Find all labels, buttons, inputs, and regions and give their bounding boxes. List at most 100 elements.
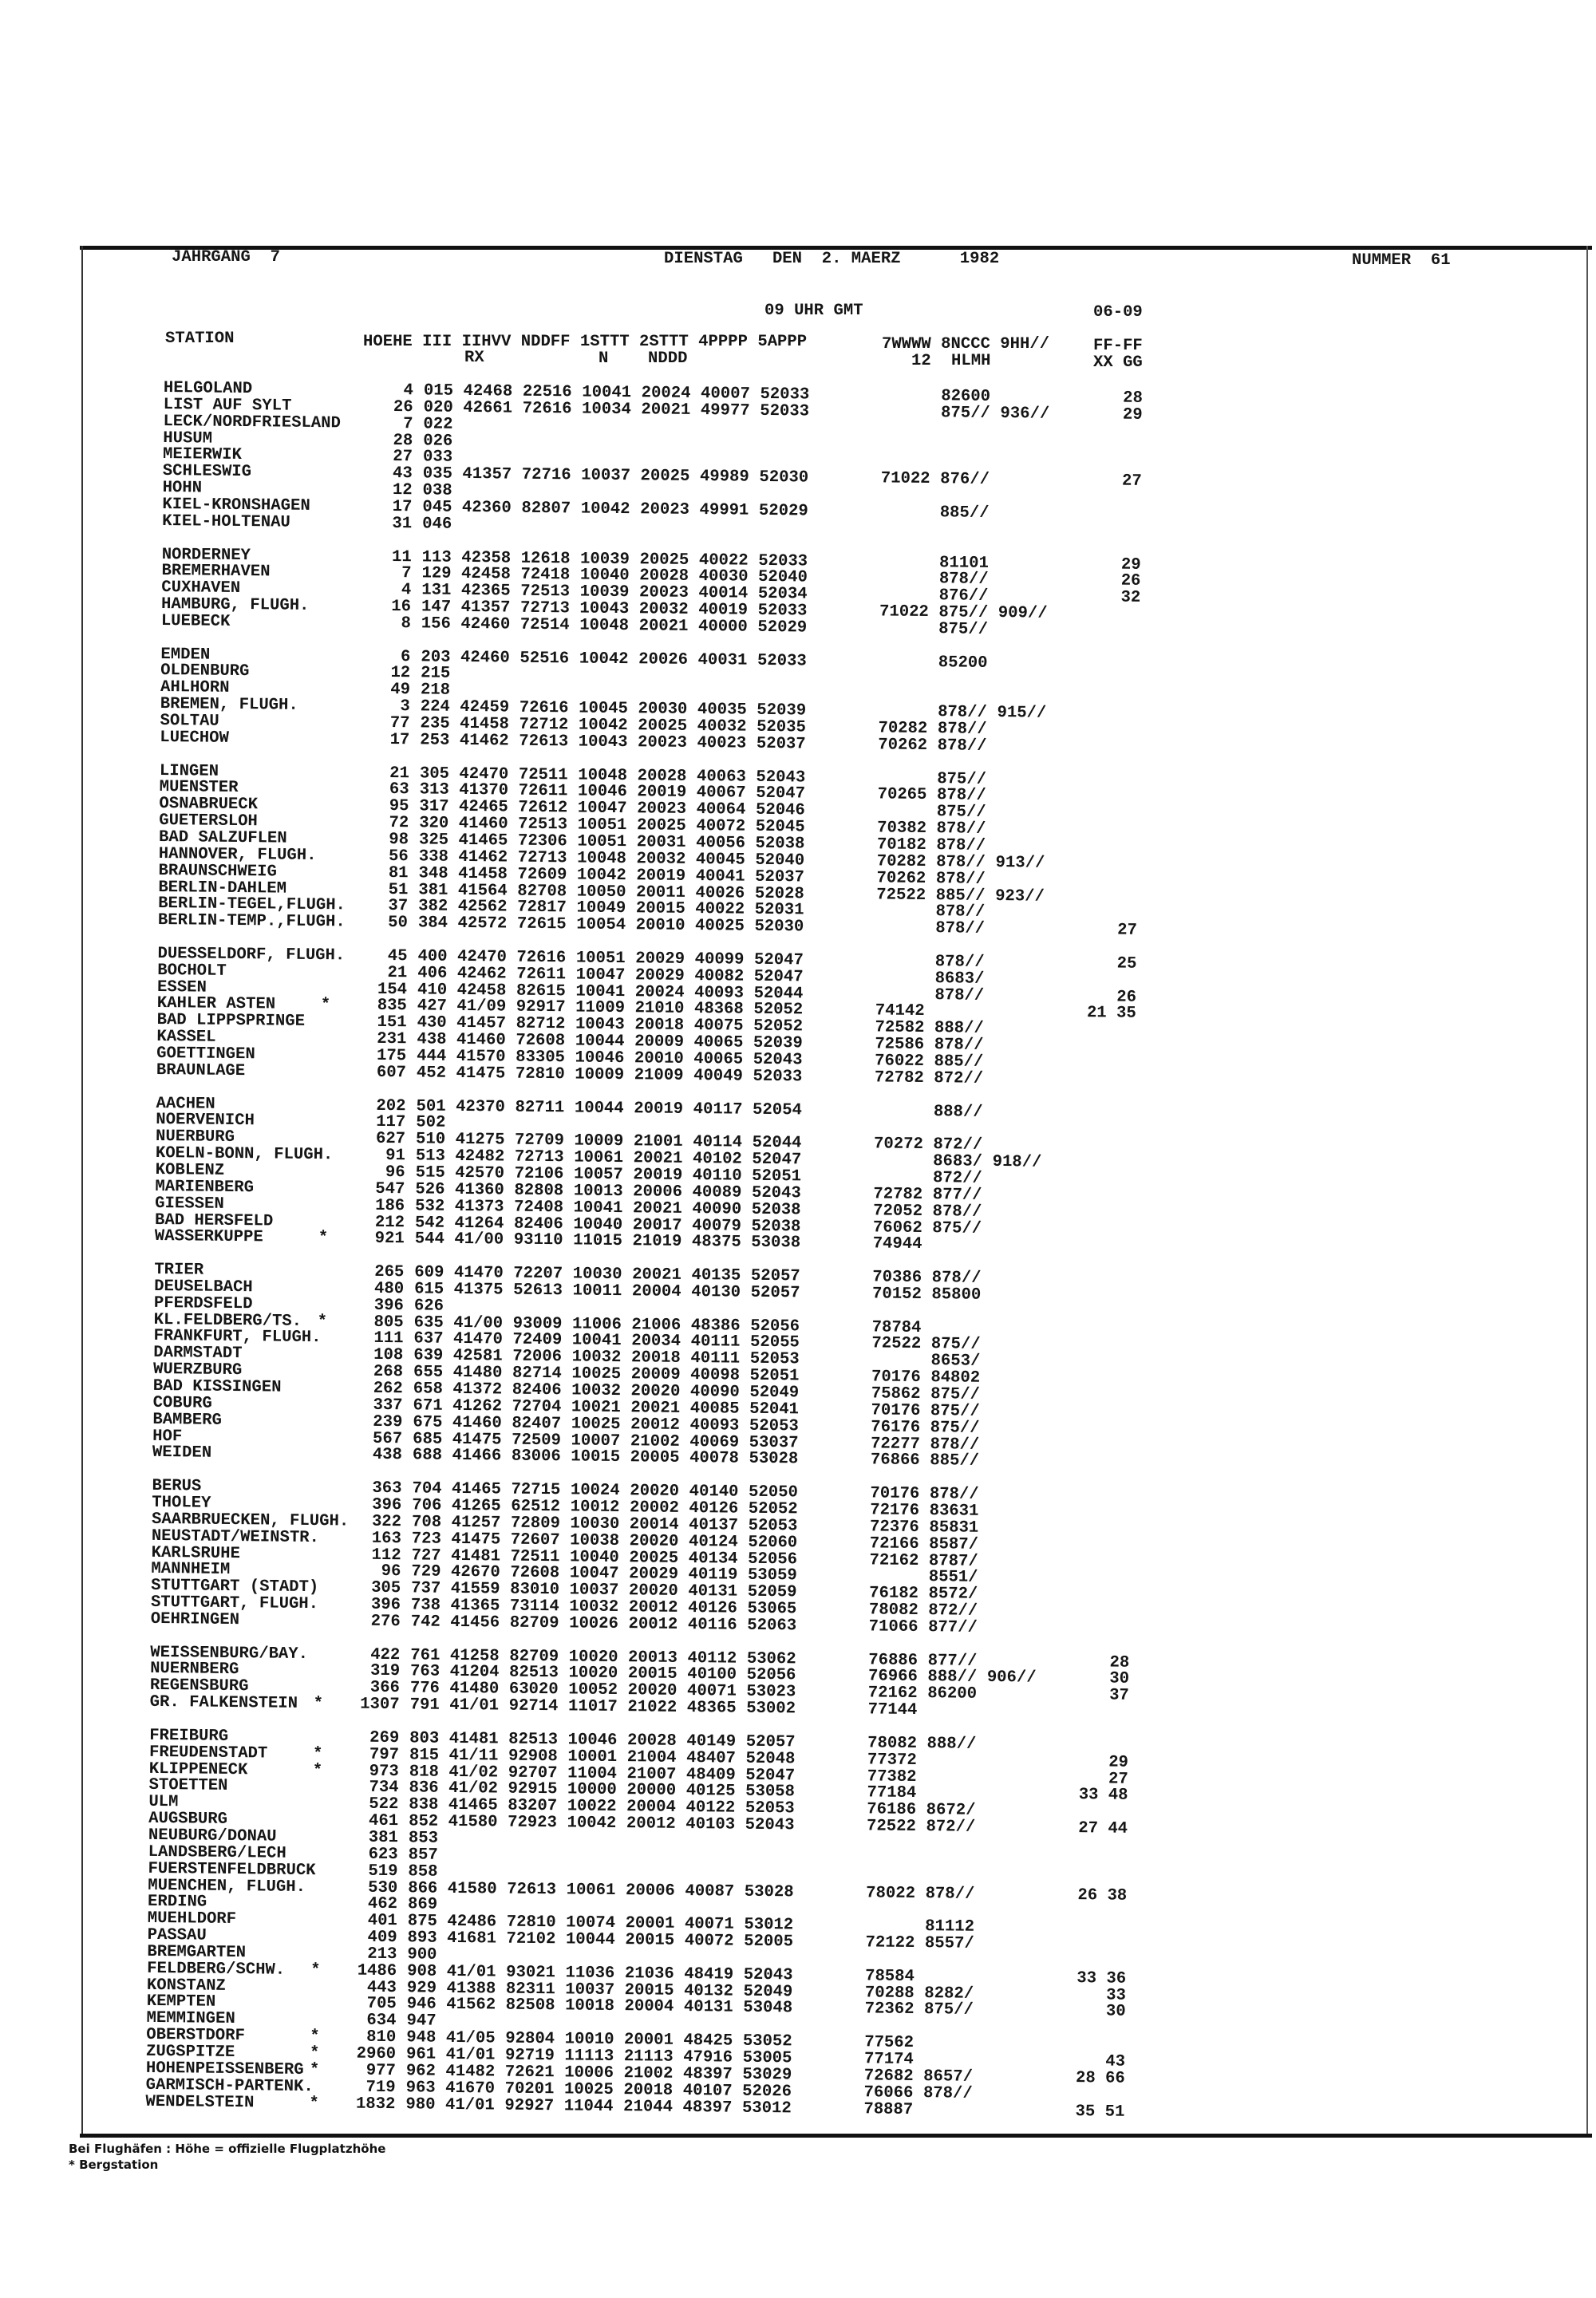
8nccc: 878// bbox=[938, 570, 989, 590]
iihvv: 42570 bbox=[455, 1163, 505, 1183]
4pppp: 40090 bbox=[692, 1199, 742, 1219]
1sttt: 10024 bbox=[570, 1481, 620, 1501]
ff-gust: 26 38 bbox=[1077, 1885, 1128, 1905]
ff-gust: 21 35 bbox=[1086, 1004, 1136, 1024]
station-name: AUGSBURG bbox=[148, 1809, 228, 1830]
5appp: 52038 bbox=[751, 1217, 801, 1236]
2sttt: 20025 bbox=[640, 467, 690, 487]
5appp: 52044 bbox=[752, 1134, 802, 1153]
station-name: FELDBERG/SCHW. bbox=[147, 1959, 286, 1980]
iii: 381 bbox=[418, 880, 448, 900]
hoehe: 443 bbox=[366, 1978, 397, 1997]
5appp: 52033 bbox=[757, 651, 807, 671]
table-row: REGENSBURG 366 776 41480 63020 10052 20020 4007… bbox=[4, 0, 1596, 1705]
hoehe: 396 bbox=[373, 1296, 405, 1315]
nddff: 72615 bbox=[516, 914, 567, 934]
station-name: OEHRINGEN bbox=[150, 1609, 240, 1629]
8nccc: 878// bbox=[936, 852, 986, 872]
4pppp: 40079 bbox=[692, 1216, 742, 1236]
4pppp: 40111 bbox=[690, 1333, 741, 1352]
ff-gust: 29 bbox=[1108, 1753, 1129, 1772]
7wwww: 70262 bbox=[876, 869, 926, 888]
7wwww: 77382 bbox=[867, 1767, 917, 1787]
nddff: 82615 bbox=[516, 981, 566, 1001]
5appp: 52047 bbox=[745, 1766, 796, 1785]
1sttt: 10044 bbox=[574, 1098, 624, 1118]
1sttt: 10001 bbox=[567, 1747, 618, 1767]
7wwww: 72362 bbox=[864, 2000, 915, 2020]
iii: 980 bbox=[405, 2095, 436, 2114]
iii: 727 bbox=[411, 1546, 441, 1566]
table-row: LIST AUF SYLT 26 020 42661 72616 10034 20021 49… bbox=[4, 0, 1596, 424]
2sttt: 20025 bbox=[639, 550, 689, 570]
table-row: KOELN-BONN, FLUGH. 91 513 42482 72713 10061 20… bbox=[4, 0, 1596, 1172]
iii: 338 bbox=[418, 847, 448, 867]
nddff: 52516 bbox=[519, 649, 570, 668]
col-header-ff: FF-FF bbox=[1093, 337, 1143, 355]
4pppp: 40014 bbox=[698, 584, 749, 603]
9hh: 909// bbox=[998, 604, 1048, 623]
table-row: LINGEN 21 305 42470 72511 10048 20028 40063 5204… bbox=[4, 0, 1596, 789]
iihvv: 41460 bbox=[452, 1413, 502, 1433]
8nccc: 888// bbox=[934, 1019, 984, 1039]
iihvv: 41465 bbox=[458, 831, 508, 851]
8nccc: 8683/ bbox=[934, 969, 985, 989]
ff-gust: 32 bbox=[1120, 588, 1141, 608]
nddff: 72810 bbox=[515, 1064, 565, 1084]
hoehe: 81 bbox=[388, 863, 409, 882]
7wwww: 76866 bbox=[870, 1451, 920, 1471]
7wwww: 74944 bbox=[872, 1234, 922, 1254]
hoehe: 522 bbox=[369, 1795, 399, 1814]
iii: 400 bbox=[417, 947, 448, 966]
1sttt: 10043 bbox=[579, 599, 630, 619]
5appp: 52056 bbox=[746, 1666, 796, 1685]
5appp: 52047 bbox=[752, 1150, 802, 1170]
iihvv: 41480 bbox=[452, 1364, 503, 1383]
2sttt: 20012 bbox=[628, 1598, 678, 1617]
1sttt: 10025 bbox=[563, 2080, 614, 2099]
table-row: SOLTAU 77 235 41458 72712 10042 20025 40032 5203… bbox=[4, 0, 1596, 739]
2sttt: 20023 bbox=[637, 800, 687, 819]
table-row: NEUBURG/DONAU 381 853 bbox=[4, 0, 1596, 1848]
2sttt: 20019 bbox=[637, 783, 687, 803]
2sttt: 20023 bbox=[637, 733, 688, 752]
2sttt: 21022 bbox=[627, 1698, 678, 1717]
iihvv: 41456 bbox=[450, 1613, 500, 1633]
table-row: TRIER 265 609 41470 72207 10030 20021 40135 5205… bbox=[4, 0, 1596, 1288]
iii: 203 bbox=[421, 647, 451, 667]
col-header-12: 12 bbox=[911, 352, 931, 370]
9hh: 913// bbox=[995, 853, 1045, 873]
1sttt: 10039 bbox=[579, 582, 630, 602]
mountain-marker: * bbox=[310, 2028, 320, 2047]
9hh: 915// bbox=[997, 704, 1047, 723]
5appp: 52038 bbox=[755, 834, 805, 854]
nddff: 72616 bbox=[522, 399, 572, 419]
hoehe: 2960 bbox=[356, 2044, 397, 2064]
nddff: 72613 bbox=[507, 1880, 557, 1899]
nddff: 72608 bbox=[516, 1031, 566, 1051]
5appp: 52056 bbox=[748, 1550, 798, 1569]
nddff: 73114 bbox=[509, 1597, 559, 1617]
iii: 305 bbox=[419, 764, 450, 784]
7wwww: 70176 bbox=[870, 1484, 920, 1504]
table-row: MEMMINGEN 634 947 bbox=[4, 0, 1596, 2031]
iii: 729 bbox=[411, 1562, 441, 1582]
4pppp: 40131 bbox=[688, 1582, 738, 1601]
5appp: 52033 bbox=[760, 401, 810, 421]
hoehe: 623 bbox=[368, 1845, 398, 1864]
4pppp: 40072 bbox=[684, 1931, 734, 1951]
8nccc: 872// bbox=[926, 1818, 976, 1837]
1sttt: 10044 bbox=[575, 1032, 625, 1052]
1sttt: 10020 bbox=[568, 1647, 618, 1667]
4pppp: 40035 bbox=[697, 701, 747, 720]
8nccc: 878// bbox=[934, 985, 985, 1005]
hoehe: 186 bbox=[375, 1196, 405, 1215]
hoehe: 262 bbox=[373, 1379, 403, 1399]
2sttt: 20013 bbox=[627, 1648, 678, 1668]
iii: 218 bbox=[420, 681, 451, 701]
5appp: 52043 bbox=[745, 1815, 795, 1835]
station-name: GR. FALKENSTEIN bbox=[149, 1693, 298, 1713]
8nccc: 8557/ bbox=[924, 1934, 974, 1953]
4pppp: 40107 bbox=[682, 2081, 733, 2101]
col-header-hlmh: HLMH bbox=[951, 352, 991, 370]
